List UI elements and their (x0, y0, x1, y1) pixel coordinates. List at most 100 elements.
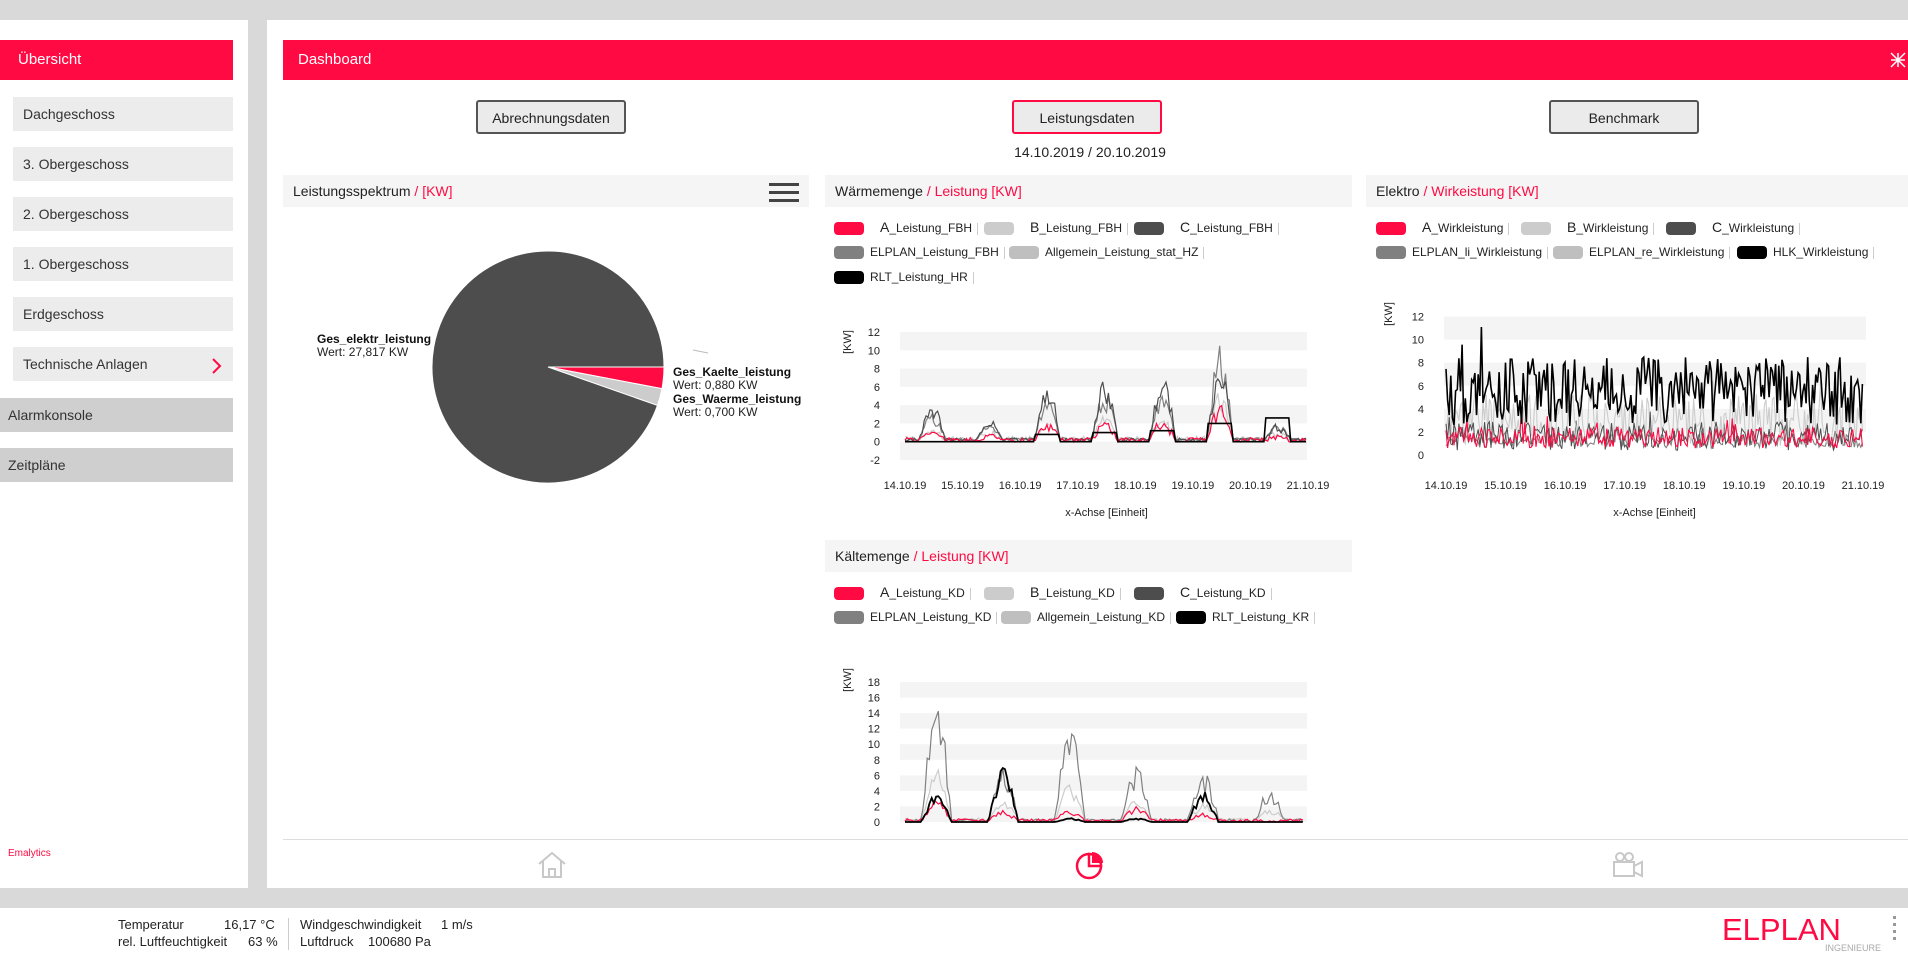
legend-item[interactable]: HLK_Wirkleistung (1737, 244, 1875, 260)
legend-separator (1799, 222, 1801, 235)
pressure-value: 100680 Pa (368, 934, 431, 949)
leistungsdaten-button[interactable]: Leistungsdaten (1012, 100, 1162, 134)
y-tick-label: 0 (874, 437, 880, 449)
legend-item[interactable]: C_Wirkleistung (1666, 219, 1801, 236)
series-line (1445, 380, 1863, 447)
panel-title-unit: Leistung [KW] (921, 548, 1009, 564)
x-axis-label: x-Achse [Einheit] (1065, 507, 1148, 519)
x-tick-label: 15.10.19 (1484, 480, 1527, 492)
legend-separator (1119, 587, 1121, 600)
legend-item[interactable]: C_Leistung_FBH (1134, 219, 1279, 236)
legend-item[interactable]: B_Leistung_KD (984, 584, 1121, 601)
pie-chart-nav-icon[interactable] (1074, 850, 1106, 880)
grid-band (900, 775, 1307, 791)
legend-separator (1314, 611, 1316, 624)
x-tick-label: 14.10.19 (884, 480, 927, 492)
pressure-label: Luftdruck (300, 934, 354, 949)
legend-swatch (1001, 611, 1031, 625)
legend-item[interactable]: ELPLAN_li_Wirkleistung (1376, 244, 1549, 260)
y-tick-label: 10 (868, 739, 880, 751)
pie-label-value: Wert: 0,700 KW (673, 405, 758, 419)
legend-prefix: A (1422, 219, 1432, 235)
x-tick-label: 21.10.19 (1287, 480, 1330, 492)
menu-icon[interactable] (769, 183, 799, 202)
wind-value: 1 m/s (441, 917, 473, 932)
sidebar-item-2-obergeschoss[interactable]: 2. Obergeschoss (13, 197, 233, 231)
legend-separator (1729, 246, 1731, 259)
legend-separator (1653, 222, 1655, 235)
sidebar-item-label: Erdgeschoss (23, 306, 104, 322)
legend-item[interactable]: Allgemein_Leistung_stat_HZ (1009, 244, 1205, 260)
legend-item[interactable]: B_Leistung_FBH (984, 219, 1129, 236)
status-separator (288, 918, 289, 950)
legend-prefix: C (1712, 219, 1723, 235)
legend-item[interactable]: B_Wirkleistung (1521, 219, 1655, 236)
sidebar-item-dachgeschoss[interactable]: Dachgeschoss (13, 97, 233, 131)
expand-icon[interactable] (1890, 52, 1906, 68)
pie-label-name: Ges_Kaelte_leistung (673, 365, 791, 379)
waerme-panel-title: Wärmemenge / Leistung [KW] (825, 175, 1352, 207)
x-tick-label: 17.10.19 (1603, 480, 1646, 492)
kaelte-panel-title: Kältemenge / Leistung [KW] (825, 540, 1352, 572)
video-camera-icon[interactable] (1612, 850, 1644, 880)
grid-band (900, 332, 1307, 351)
legend-item[interactable]: A_Wirkleistung (1376, 219, 1510, 236)
legend-item[interactable]: A_Leistung_KD (834, 584, 971, 601)
y-tick-label: 12 (868, 327, 880, 339)
sidebar-section-zeitplaene[interactable]: Zeitpläne (0, 448, 233, 482)
legend-label: _Leistung_FBH (1190, 221, 1273, 235)
series-line (1445, 408, 1863, 449)
panel-title-unit: Wirkeistung [KW] (1431, 183, 1539, 199)
legend-label: _Wirkleistung (1722, 221, 1795, 235)
y-tick-label: 6 (1418, 381, 1424, 393)
legend-separator (1003, 246, 1005, 259)
legend-label: _Leistung_FBH (1039, 221, 1123, 235)
benchmark-button[interactable]: Benchmark (1549, 100, 1699, 134)
humidity-value: 63 % (248, 934, 278, 949)
legend-prefix: C (1180, 219, 1191, 235)
legend-item[interactable]: RLT_Leistung_KR (1176, 609, 1316, 625)
home-icon[interactable] (536, 850, 568, 880)
abrechnungsdaten-button[interactable]: Abrechnungsdaten (476, 100, 626, 134)
legend-swatch (1376, 246, 1406, 260)
legend-swatch (984, 587, 1014, 601)
bottom-nav-divider (283, 839, 1908, 840)
panel-title-text: Wärmemenge (835, 183, 923, 199)
series-line (904, 345, 1307, 442)
legend-item[interactable]: ELPLAN_Leistung_FBH (834, 244, 1005, 260)
panel-title-text: Kältemenge (835, 548, 910, 564)
legend-item[interactable]: RLT_Leistung_HR (834, 269, 974, 285)
temperature-value: 16,17 °C (224, 917, 275, 932)
y-tick-label: 8 (874, 755, 880, 767)
sidebar-item-technische-anlagen[interactable]: Technische Anlagen (13, 347, 233, 381)
legend-item[interactable]: ELPLAN_Leistung_KD (834, 609, 998, 625)
legend-item[interactable]: C_Leistung_KD (1134, 584, 1272, 601)
sidebar-item-label: 1. Obergeschoss (23, 256, 129, 272)
sidebar-item-1-obergeschoss[interactable]: 1. Obergeschoss (13, 247, 233, 281)
pie-slice[interactable] (431, 250, 665, 484)
legend-separator (1277, 222, 1279, 235)
pie-panel-title: Leistungsspektrum / [KW] (283, 175, 809, 207)
legend-swatch (834, 246, 864, 260)
legend-swatch (1737, 246, 1767, 260)
elplan-logo: ELPLAN INGENIEURE (1722, 913, 1896, 953)
legend-item[interactable]: ELPLAN_re_Wirkleistung (1553, 244, 1731, 260)
sidebar-footer-brand[interactable]: Emalytics (8, 848, 51, 859)
legend-swatch (834, 611, 864, 625)
legend-item[interactable]: A_Leistung_FBH (834, 219, 979, 236)
legend-swatch (1666, 222, 1696, 236)
sidebar-section-alarmkonsole[interactable]: Alarmkonsole (0, 398, 233, 432)
grid-band (900, 713, 1307, 729)
legend-prefix: A (880, 219, 890, 235)
dashboard-title: Dashboard (298, 51, 372, 68)
sidebar-header-overview[interactable]: Übersicht (0, 40, 233, 80)
legend-label: Allgemein_Leistung_stat_HZ (1045, 245, 1199, 259)
svg-text:ELPLAN: ELPLAN (1722, 913, 1841, 947)
x-tick-label: 14.10.19 (1425, 480, 1468, 492)
legend-item[interactable]: Allgemein_Leistung_KD (1001, 609, 1172, 625)
legend-swatch (834, 222, 864, 236)
legend-separator (1873, 246, 1875, 259)
sidebar-item-erdgeschoss[interactable]: Erdgeschoss (13, 297, 233, 331)
sidebar-item-3-obergeschoss[interactable]: 3. Obergeschoss (13, 147, 233, 181)
